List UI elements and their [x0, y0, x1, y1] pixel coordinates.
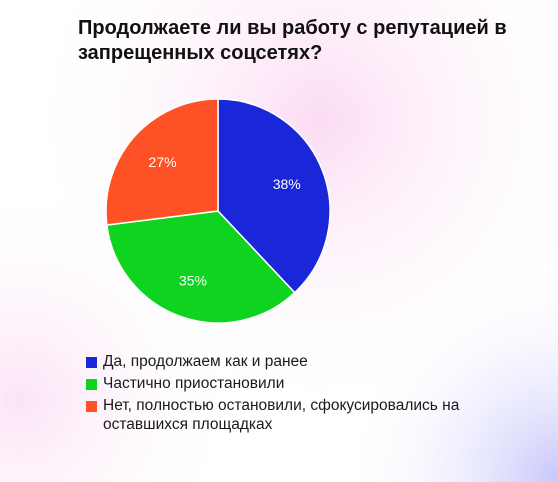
data-label-slice-chastichno: 35% — [179, 273, 207, 289]
legend-label: Да, продолжаем как и ранее — [103, 353, 308, 370]
legend-item: Нет, полностью остановили, сфокусировали… — [86, 396, 546, 434]
chart-title: Продолжаете ли вы работу с репутацией в … — [78, 17, 507, 64]
legend-label: Частично приостановили — [103, 375, 285, 392]
slice-net — [105, 98, 219, 226]
chart-legend: Да, продолжаем как и ранее Частично приос… — [86, 352, 546, 437]
data-label-slice-net: 27% — [149, 154, 177, 170]
legend-swatch — [86, 357, 97, 368]
slice-chastichno — [106, 210, 296, 324]
legend-swatch — [86, 379, 97, 390]
legend-swatch — [86, 401, 97, 412]
slice-da — [217, 98, 331, 294]
legend-item: Частично приостановили — [86, 374, 546, 393]
legend-label: Нет, полностью остановили, сфокусировали… — [103, 397, 460, 433]
legend-item: Да, продолжаем как и ранее — [86, 352, 546, 371]
data-label-slice-da: 38% — [273, 176, 301, 192]
